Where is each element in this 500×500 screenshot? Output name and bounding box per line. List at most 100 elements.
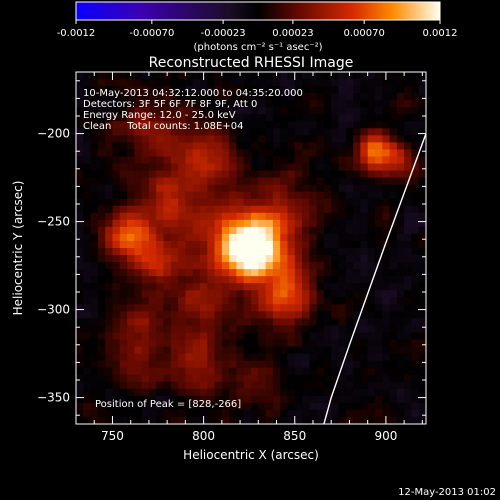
heatmap-cell xyxy=(280,262,288,270)
heatmap-cell xyxy=(294,191,303,200)
heatmap-cell xyxy=(360,255,369,263)
heatmap-cell xyxy=(83,248,92,256)
heatmap-cell xyxy=(309,304,318,312)
heatmap-cell xyxy=(258,262,267,270)
heatmap-cell xyxy=(90,290,99,298)
heatmap-cell xyxy=(404,86,412,94)
heatmap-cell xyxy=(272,107,281,115)
heatmap-cell xyxy=(199,388,208,397)
heatmap-cell xyxy=(345,381,354,390)
heatmap-cell xyxy=(156,198,164,207)
heatmap-cell xyxy=(178,269,186,277)
heatmap-cell xyxy=(287,114,296,122)
heatmap-cell xyxy=(236,290,245,298)
heatmap-cell xyxy=(367,297,376,305)
heatmap-cell xyxy=(360,72,369,80)
heatmap-cell xyxy=(221,72,230,80)
heatmap-cell xyxy=(148,184,157,193)
heatmap-cell xyxy=(316,135,325,143)
heatmap-cell xyxy=(127,240,135,249)
heatmap-cell xyxy=(90,283,99,291)
heatmap-cell xyxy=(236,304,245,312)
heatmap-cell xyxy=(382,170,391,179)
heatmap-cell xyxy=(214,240,223,249)
heatmap-cell xyxy=(127,205,135,214)
heatmap-cell xyxy=(367,100,376,108)
heatmap-cell xyxy=(396,163,405,172)
heatmap-cell xyxy=(112,332,121,341)
heatmap-cell xyxy=(221,332,230,341)
heatmap-cell xyxy=(272,212,281,221)
heatmap-cells xyxy=(76,72,426,424)
heatmap-cell xyxy=(323,381,332,390)
heatmap-cell xyxy=(396,114,405,122)
heatmap-cell xyxy=(323,86,332,94)
heatmap-cell xyxy=(353,255,361,263)
heatmap-cell xyxy=(353,86,361,94)
heatmap-cell xyxy=(170,233,179,242)
heatmap-cell xyxy=(192,395,201,404)
heatmap-cell xyxy=(170,395,179,404)
heatmap-cell xyxy=(316,248,325,256)
heatmap-cell xyxy=(214,339,223,348)
heatmap-cell xyxy=(141,205,150,214)
heatmap-cell xyxy=(389,409,398,418)
heatmap-cell xyxy=(389,72,398,80)
heatmap-cell xyxy=(374,381,383,390)
heatmap-cell xyxy=(280,283,288,291)
heatmap-cell xyxy=(389,128,398,136)
heatmap-cell xyxy=(316,346,325,355)
heatmap-cell xyxy=(389,121,398,129)
heatmap-cell xyxy=(229,191,237,200)
heatmap-cell xyxy=(353,325,361,333)
heatmap-cell xyxy=(76,114,84,122)
heatmap-cell xyxy=(199,332,208,341)
heatmap-cell xyxy=(404,304,412,312)
heatmap-cell xyxy=(192,121,201,129)
heatmap-cell xyxy=(97,325,106,333)
heatmap-cell xyxy=(411,100,420,108)
heatmap-cell xyxy=(148,86,157,94)
heatmap-cell xyxy=(294,388,303,397)
heatmap-cell xyxy=(404,290,412,298)
heatmap-cell xyxy=(243,107,252,115)
heatmap-cell xyxy=(119,409,128,418)
heatmap-cell xyxy=(185,121,194,129)
heatmap-cell xyxy=(382,374,391,383)
heatmap-cell xyxy=(287,121,296,129)
heatmap-cell xyxy=(382,339,391,348)
heatmap-cell xyxy=(207,353,216,362)
heatmap-cell xyxy=(302,93,310,101)
heatmap-cell xyxy=(243,416,252,424)
heatmap-cell xyxy=(367,191,376,200)
heatmap-cell xyxy=(199,149,208,157)
heatmap-cell xyxy=(302,332,310,341)
heatmap-cell xyxy=(163,311,172,319)
heatmap-cell xyxy=(309,114,318,122)
heatmap-cell xyxy=(323,255,332,263)
heatmap-cell xyxy=(265,360,274,369)
heatmap-cell xyxy=(119,402,128,411)
heatmap-cell xyxy=(251,86,259,94)
heatmap-cell xyxy=(90,79,99,87)
heatmap-cell xyxy=(258,233,267,242)
heatmap-cell xyxy=(156,86,164,94)
heatmap-cell xyxy=(90,177,99,186)
heatmap-cell xyxy=(148,269,157,277)
heatmap-cell xyxy=(280,276,288,284)
heatmap-cell xyxy=(97,177,106,186)
heatmap-cell xyxy=(134,360,143,369)
heatmap-cell xyxy=(112,311,121,319)
heatmap-cell xyxy=(374,339,383,348)
heatmap-cell xyxy=(127,233,135,242)
heatmap-cell xyxy=(207,135,216,143)
heatmap-cell xyxy=(76,226,84,235)
heatmap-cell xyxy=(178,156,186,165)
heatmap-cell xyxy=(287,311,296,319)
heatmap-cell xyxy=(258,269,267,277)
heatmap-cell xyxy=(353,283,361,291)
heatmap-cell xyxy=(134,416,143,424)
heatmap-cell xyxy=(331,409,339,418)
heatmap-cell xyxy=(353,353,361,362)
heatmap-cell xyxy=(97,297,106,305)
